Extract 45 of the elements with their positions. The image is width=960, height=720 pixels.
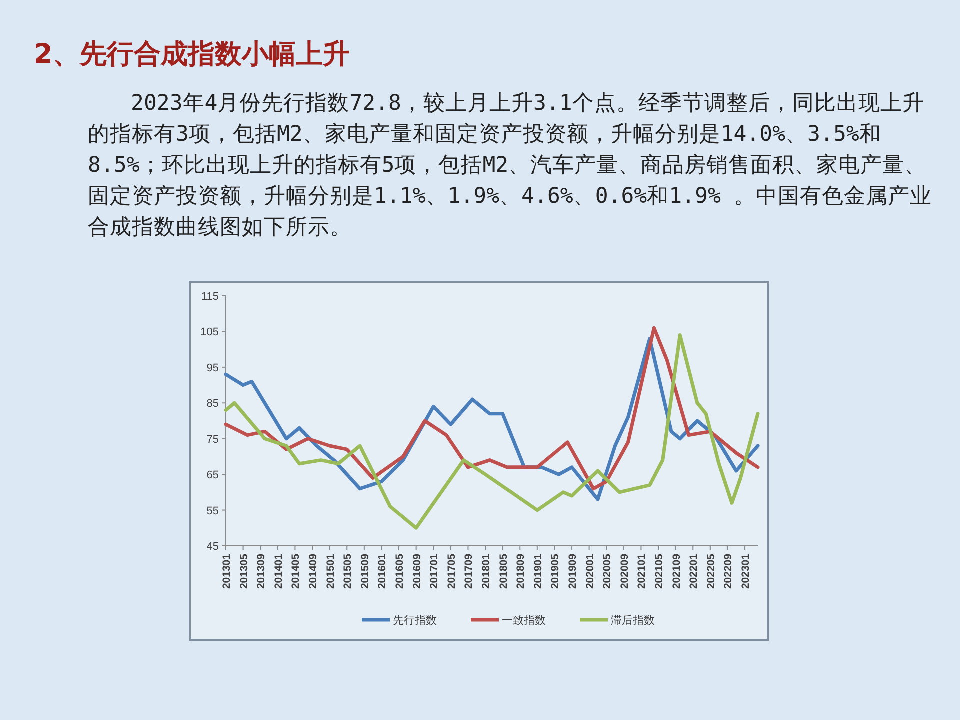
x-tick-label: 202105 <box>654 554 666 590</box>
x-tick-label: 201301 <box>221 554 233 590</box>
x-tick-label: 201705 <box>446 554 458 590</box>
x-tick-label: 202209 <box>722 554 735 590</box>
line-series <box>224 334 760 530</box>
x-tick-label: 202109 <box>670 554 683 590</box>
x-tick-label: 201609 <box>411 554 424 590</box>
x-tick-label: 201401 <box>272 554 285 590</box>
y-tick-label: 75 <box>206 434 219 446</box>
chart-subtitle: 2023年4月份先行指数72.8，较上月上升3.1个点。经季节调整后，同比出现上升的指标有3项，包括M2、家电产量和固定资产投资额，升幅分别是14.0%、3.5%和8.5%；环比出现上升的指标有5项，包括M2、汽车产量、商品房销售面积、家电产量、固定资产投资额，升幅分别是1.1%、1.9%、4.6%、0.6%和1.9% 。中国有色金属产业合成指数曲线图如下所示。 <box>88 90 933 242</box>
y-tick-label: 55 <box>206 505 219 518</box>
y-tick-label: 65 <box>206 470 219 482</box>
x-tick-label: 202101 <box>636 554 648 590</box>
x-tick-label: 201909 <box>567 554 580 590</box>
legend-label: 滞后指数 <box>611 614 655 627</box>
y-tick-label: 85 <box>206 398 219 410</box>
x-tick-label: 201805 <box>498 554 510 590</box>
x-tick-label: 201501 <box>324 554 337 590</box>
x-tick-label: 201409 <box>308 554 320 590</box>
x-tick-label: 201505 <box>342 554 354 590</box>
x-tick-label: 201701 <box>428 554 441 590</box>
legend-label: 一致指数 <box>502 614 546 627</box>
x-tick-label: 202001 <box>584 554 596 590</box>
x-tick-label: 201809 <box>515 554 528 590</box>
x-tick-label: 201405 <box>290 554 302 590</box>
x-tick-label: 201309 <box>256 554 268 590</box>
x-tick-label: 201905 <box>550 554 562 590</box>
x-tick-label: 201709 <box>463 554 476 590</box>
legend-label: 先行指数 <box>393 614 437 627</box>
x-tick-label: 202009 <box>618 554 631 590</box>
y-tick-label: 45 <box>206 541 219 553</box>
x-tick-label: 202201 <box>688 554 700 590</box>
y-tick-label: 95 <box>206 362 219 374</box>
x-tick-label: 201605 <box>394 554 406 590</box>
x-tick-label: 202301 <box>740 554 752 590</box>
x-tick-label: 201509 <box>359 554 372 590</box>
x-tick-label: 202205 <box>705 554 718 590</box>
y-tick-label: 105 <box>200 326 219 339</box>
x-tick-label: 201601 <box>376 554 389 590</box>
x-tick-label: 202005 <box>602 554 614 590</box>
x-tick-label: 201901 <box>532 554 544 590</box>
x-tick-label: 201801 <box>480 554 493 590</box>
x-tick-label: 201305 <box>238 554 250 590</box>
chart-title: 2、先行合成指数小幅上升 <box>34 38 350 72</box>
y-tick-label: 115 <box>201 291 219 303</box>
